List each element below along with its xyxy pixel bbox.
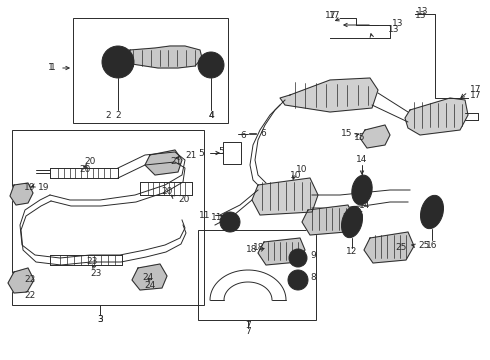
Ellipse shape (352, 175, 372, 205)
Text: 18: 18 (252, 243, 264, 252)
Polygon shape (258, 238, 305, 265)
Text: 14: 14 (356, 156, 368, 165)
Circle shape (289, 249, 307, 267)
Ellipse shape (357, 182, 367, 198)
Polygon shape (132, 264, 167, 290)
Circle shape (225, 217, 235, 227)
Text: 22: 22 (24, 275, 36, 284)
Text: 24: 24 (145, 280, 156, 289)
Text: 13: 13 (392, 19, 403, 28)
Text: 25: 25 (418, 240, 429, 249)
Text: 9: 9 (310, 252, 316, 261)
Text: 20: 20 (84, 158, 96, 166)
Text: 17: 17 (324, 12, 336, 21)
Polygon shape (302, 205, 354, 235)
Text: 5: 5 (218, 148, 224, 157)
Ellipse shape (346, 213, 357, 231)
Text: 25: 25 (395, 243, 406, 252)
Circle shape (111, 55, 125, 69)
Text: 12: 12 (346, 248, 358, 256)
Text: 6: 6 (260, 129, 266, 138)
Text: 8: 8 (310, 274, 316, 283)
Text: 21: 21 (171, 158, 182, 166)
Circle shape (288, 270, 308, 290)
Polygon shape (145, 150, 182, 175)
Ellipse shape (342, 206, 363, 238)
Text: 7: 7 (245, 321, 251, 330)
Text: 1: 1 (50, 63, 56, 72)
Polygon shape (8, 268, 34, 293)
Text: 13: 13 (388, 26, 399, 35)
Bar (12, 130, 204, 305)
Text: 24: 24 (143, 274, 154, 283)
Text: 19: 19 (24, 184, 36, 193)
Text: 13: 13 (415, 12, 426, 21)
Circle shape (294, 254, 302, 262)
Text: 11: 11 (198, 211, 210, 220)
Text: 20: 20 (178, 195, 189, 204)
Polygon shape (10, 183, 33, 205)
Text: 5: 5 (198, 148, 204, 158)
Circle shape (220, 212, 240, 232)
Text: 26: 26 (342, 213, 353, 222)
Text: 17: 17 (328, 12, 340, 21)
Text: 15: 15 (341, 130, 352, 139)
Text: 26: 26 (352, 211, 364, 220)
Text: 15: 15 (353, 134, 365, 143)
Ellipse shape (420, 195, 443, 229)
Circle shape (102, 46, 134, 78)
Text: 1: 1 (48, 63, 54, 72)
Text: 4: 4 (208, 112, 214, 121)
Text: 20: 20 (162, 188, 173, 197)
Polygon shape (405, 98, 468, 135)
Polygon shape (364, 232, 414, 263)
Text: 21: 21 (185, 152, 196, 161)
Text: 16: 16 (424, 213, 436, 222)
Text: 23: 23 (86, 257, 98, 266)
Bar (223, 142, 241, 164)
Bar (73, 18, 228, 123)
Text: 17: 17 (470, 90, 482, 99)
Ellipse shape (426, 203, 438, 221)
Text: 6: 6 (240, 131, 246, 140)
Polygon shape (360, 125, 390, 148)
Text: 12: 12 (346, 224, 358, 233)
Text: 14: 14 (359, 201, 371, 210)
Text: 2: 2 (105, 111, 111, 120)
Text: 19: 19 (38, 184, 49, 193)
Text: 17: 17 (470, 85, 482, 94)
Text: 9: 9 (297, 256, 303, 265)
Text: 10: 10 (290, 171, 301, 180)
Text: 20: 20 (79, 166, 91, 175)
Text: 8: 8 (297, 278, 303, 287)
Text: 10: 10 (296, 166, 308, 175)
Text: 16: 16 (426, 240, 438, 249)
Bar (198, 230, 316, 320)
Polygon shape (128, 46, 202, 68)
Text: 23: 23 (90, 270, 102, 279)
Text: 2: 2 (115, 112, 121, 121)
Text: 11: 11 (211, 213, 222, 222)
Text: 22: 22 (24, 292, 36, 301)
Polygon shape (280, 78, 378, 112)
Text: 7: 7 (245, 328, 251, 337)
Text: 4: 4 (208, 111, 214, 120)
Text: 18: 18 (245, 246, 257, 255)
Text: 3: 3 (97, 315, 103, 324)
Text: 3: 3 (97, 315, 103, 324)
Text: 13: 13 (417, 8, 428, 17)
Circle shape (293, 275, 303, 285)
Circle shape (205, 59, 217, 71)
Polygon shape (252, 178, 318, 215)
Circle shape (198, 52, 224, 78)
